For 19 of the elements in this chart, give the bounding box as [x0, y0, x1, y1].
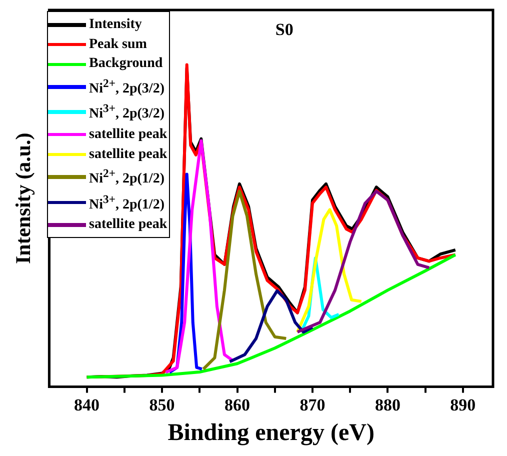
legend-label: Ni$^{3+}$, 2p(1/2): [89, 192, 164, 214]
legend-label: satellite peak: [89, 216, 168, 234]
legend-label: satellite peak: [89, 126, 168, 144]
legend-label: Ni$^{3+}$, 2p(3/2): [89, 101, 164, 124]
x-tick-label: 890: [450, 395, 476, 414]
x-tick-label: 870: [300, 395, 326, 414]
legend-label: satellite peak: [89, 146, 168, 164]
legend-label: Peak sum: [89, 36, 147, 54]
legend-label: Intensity: [89, 16, 142, 34]
legend-label: Background: [89, 55, 163, 74]
x-tick-label: 850: [149, 395, 175, 414]
x-axis-title: Binding energy (eV): [168, 420, 374, 446]
x-tick-label: 840: [74, 395, 100, 414]
y-axis-title: Intensity (a.u.): [11, 132, 36, 264]
chart-title: S0: [275, 20, 294, 39]
legend-label: Ni$^{2+}$, 2p(1/2): [89, 166, 164, 189]
legend-label: Ni$^{2+}$, 2p(3/2): [89, 76, 164, 99]
x-tick-label: 880: [374, 395, 400, 414]
x-tick-label: 860: [224, 395, 250, 414]
